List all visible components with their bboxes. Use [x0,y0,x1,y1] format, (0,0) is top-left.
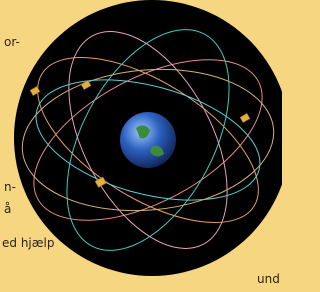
text-fragment: or- [4,35,20,49]
illustration: or- n- å ed hjælp und [0,0,282,288]
page: or- n- å ed hjælp und (() => { const dat… [0,0,282,288]
text-fragment: å [4,202,11,216]
text-fragment: n- [4,180,16,194]
text-fragment: und [257,272,280,286]
globe [120,112,176,168]
text-fragment: ed hjælp [2,236,55,250]
